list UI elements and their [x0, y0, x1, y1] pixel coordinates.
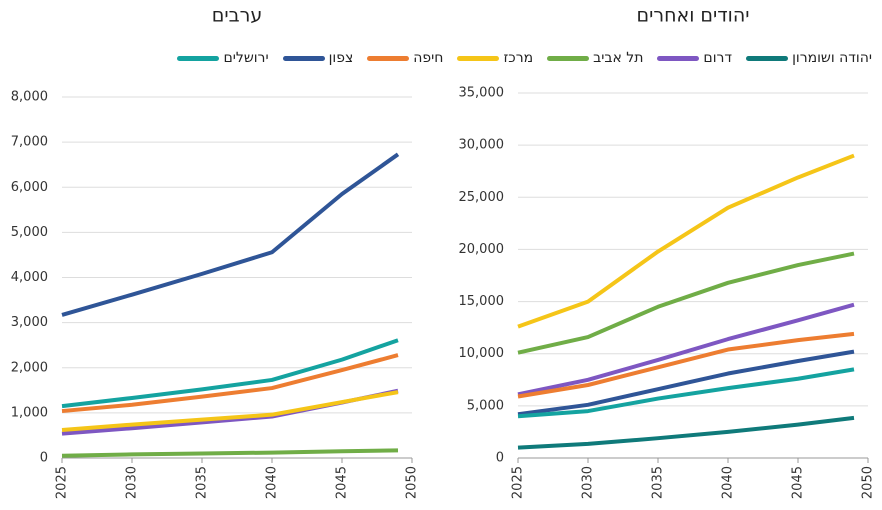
series-line: [61, 448, 399, 458]
legend-item: יהודה ושומרון: [746, 50, 872, 66]
x-tick-label: 2035: [651, 466, 666, 499]
y-tick-label: 3,000: [11, 315, 48, 330]
legend-label: דרום: [703, 50, 733, 66]
y-tick-label: 2,000: [11, 360, 48, 375]
y-tick-label: 15,000: [459, 294, 505, 309]
series-line: [61, 390, 399, 433]
y-tick-label: 5,000: [11, 225, 48, 240]
legend-label: מרכז: [503, 50, 534, 66]
legend-swatch: [457, 55, 500, 61]
y-tick-label: 20,000: [459, 242, 505, 257]
y-tick-label: 6,000: [11, 180, 48, 195]
legend-swatch: [746, 55, 789, 61]
legend-swatch: [657, 55, 700, 61]
series-line: [61, 338, 399, 409]
legend-label: יהודה ושומרון: [792, 50, 872, 66]
legend-item: מרכז: [457, 50, 533, 66]
chart-title: ערבים: [212, 5, 262, 27]
y-tick-label: 1,000: [11, 405, 48, 420]
legend-swatch: [177, 55, 220, 61]
legend-label: חיפה: [413, 50, 444, 66]
x-tick-label: 2040: [265, 466, 280, 499]
x-tick-label: 2025: [511, 466, 526, 499]
legend-label: צפון: [328, 50, 354, 66]
y-tick-label: 10,000: [459, 346, 505, 361]
legend-item: חיפה: [367, 50, 443, 66]
y-tick-label: 0: [496, 451, 504, 466]
x-tick-label: 2030: [125, 466, 140, 499]
y-tick-label: 4,000: [11, 270, 48, 285]
x-tick-label: 2025: [55, 466, 70, 499]
series-line: [517, 153, 855, 329]
legend-label: ירושלים: [223, 50, 269, 66]
series-line: [517, 367, 855, 419]
x-tick-label: 2045: [791, 466, 806, 499]
y-tick-label: 7,000: [11, 135, 48, 150]
x-tick-label: 2030: [581, 466, 596, 499]
legend-item: דרום: [657, 50, 732, 66]
chart-title: יהודים ואחרים: [637, 5, 750, 27]
x-tick-label: 2040: [721, 466, 736, 499]
legend-item: תל אביב: [547, 50, 643, 66]
y-tick-label: 0: [40, 451, 48, 466]
y-tick-label: 30,000: [459, 138, 505, 153]
legend-swatch: [547, 55, 590, 61]
legend-item: צפון: [282, 50, 354, 66]
x-tick-label: 2050: [861, 466, 876, 499]
series-line: [517, 349, 855, 417]
y-tick-label: 35,000: [459, 86, 505, 101]
series-line: [517, 302, 855, 397]
x-tick-label: 2045: [335, 466, 350, 499]
series-line: [517, 251, 855, 355]
series-line: [61, 152, 400, 317]
y-tick-label: 25,000: [459, 190, 505, 205]
legend-swatch: [282, 55, 325, 61]
series-line: [517, 331, 855, 399]
series-line: [61, 353, 399, 414]
x-tick-label: 2035: [195, 466, 210, 499]
x-tick-label: 2050: [405, 466, 420, 499]
legend-label: תל אביב: [593, 50, 644, 66]
legend-swatch: [367, 55, 410, 61]
series-line: [517, 415, 855, 450]
y-tick-label: 5,000: [467, 398, 504, 413]
legend-item: ירושלים: [177, 50, 269, 66]
y-tick-label: 8,000: [11, 90, 48, 105]
legend: יהודה ושומרון דרום תל אביב מרכז חיפה צפון ירוש…: [177, 50, 872, 66]
